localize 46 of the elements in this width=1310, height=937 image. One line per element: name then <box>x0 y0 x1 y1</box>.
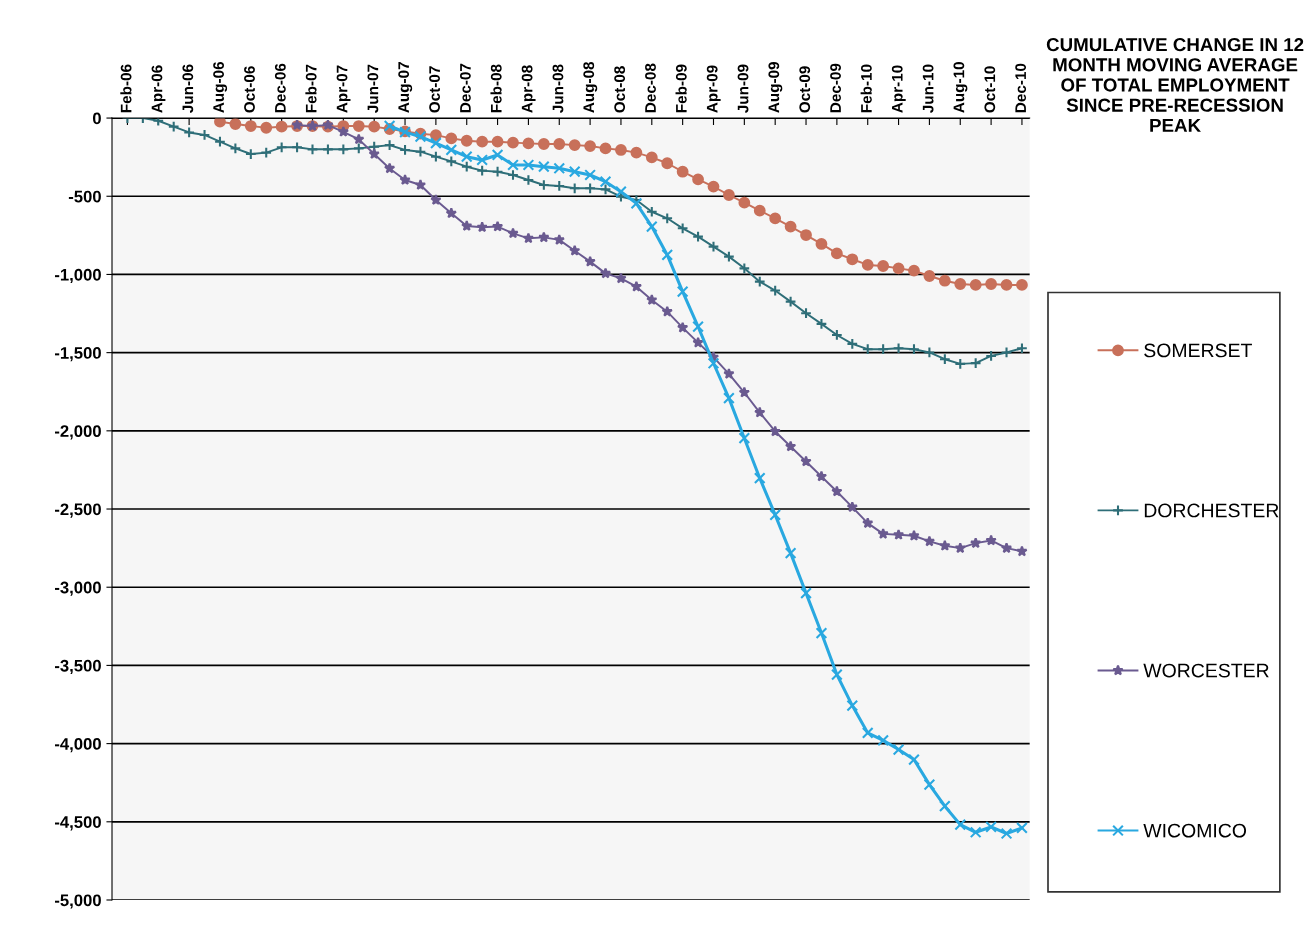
y-tick-label: -3,000 <box>54 581 101 596</box>
x-tick-label: Aug-10 <box>953 62 968 113</box>
x-tick-label: Feb-07 <box>305 64 317 113</box>
y-tick-label: -4,500 <box>54 816 101 831</box>
text: CUMULATIVE CHANGE IN 12 MONTH MOVING AVERAGE OF TOTAL EMPLOYMENT SINCE PRE-RECESSION PEAK <box>1046 37 1304 132</box>
x-tick-label: Aug-09 <box>768 61 783 113</box>
x-tick-label: Apr-08 <box>521 65 536 113</box>
x-tick-label: Feb-09 <box>675 64 687 113</box>
x-tick-label: Apr-06 <box>151 65 166 113</box>
x-tick-label: Dec-08 <box>645 63 656 113</box>
x-tick-label: Aug-08 <box>583 61 598 113</box>
x-tick-label: Apr-10 <box>891 65 906 113</box>
x-tick-label: Jun-06 <box>182 64 194 113</box>
x-tick-label: Jun-08 <box>552 64 564 113</box>
y-tick-label: 0 <box>92 112 101 125</box>
y-tick-label: -1,500 <box>54 347 101 362</box>
x-tick-label: Oct-09 <box>799 66 811 113</box>
y-tick-label: -2,500 <box>54 503 101 518</box>
x-tick-label: Jun-09 <box>737 64 749 113</box>
legend-label: DORCHESTER <box>1144 503 1279 518</box>
x-tick-label: Jun-10 <box>922 64 934 113</box>
x-tick-label: Feb-08 <box>490 64 502 113</box>
x-tick-label: Oct-06 <box>244 66 255 113</box>
y-tick-label: -5,000 <box>54 894 101 909</box>
x-tick-label: Oct-07 <box>429 66 440 113</box>
x-tick-label: Aug-06 <box>213 61 228 113</box>
x-tick-label: Dec-07 <box>460 63 471 113</box>
legend-label: WICOMICO <box>1143 823 1247 838</box>
x-tick-label: Apr-07 <box>336 65 351 113</box>
x-tick-label: Feb-06 <box>120 64 132 113</box>
x-tick-label: Dec-10 <box>1015 63 1027 113</box>
y-tick-label: -1,000 <box>54 268 101 284</box>
legend-label: SOMERSET <box>1144 343 1252 358</box>
x-tick-label: Oct-10 <box>984 66 996 113</box>
y-tick-label: -2,000 <box>54 425 101 440</box>
x-tick-label: Jun-07 <box>367 64 379 113</box>
y-tick-label: -4,000 <box>54 738 101 753</box>
x-tick-label: Dec-06 <box>274 63 286 113</box>
y-tick-label: -3,500 <box>54 659 101 675</box>
x-tick-label: Aug-07 <box>398 62 413 113</box>
x-tick-label: Apr-09 <box>706 65 721 113</box>
y-tick-label: -500 <box>68 190 101 203</box>
x-tick-label: Dec-09 <box>830 63 841 113</box>
x-tick-label: Feb-10 <box>860 64 872 113</box>
legend-label: WORCESTER <box>1143 663 1269 678</box>
x-tick-label: Oct-08 <box>614 66 626 113</box>
